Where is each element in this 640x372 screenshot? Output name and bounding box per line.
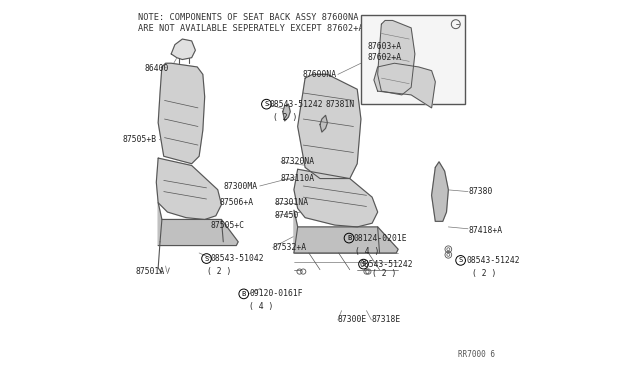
Polygon shape (158, 63, 205, 164)
Text: 87418+A: 87418+A (468, 226, 502, 235)
Text: S: S (458, 257, 463, 263)
Text: 08543-51242: 08543-51242 (467, 256, 520, 265)
Polygon shape (158, 203, 238, 246)
Text: NOTE: COMPONENTS OF SEAT BACK ASSY 87600NA: NOTE: COMPONENTS OF SEAT BACK ASSY 87600… (138, 13, 358, 22)
Polygon shape (431, 162, 449, 221)
Text: RR7000 6: RR7000 6 (458, 350, 495, 359)
Text: 87505+B: 87505+B (123, 135, 157, 144)
Text: 87318E: 87318E (371, 315, 401, 324)
Text: ( 2 ): ( 2 ) (472, 269, 496, 278)
Text: B: B (242, 291, 246, 297)
Text: ( 4 ): ( 4 ) (250, 302, 274, 311)
Text: 86400: 86400 (145, 64, 170, 73)
Text: 08543-51242: 08543-51242 (360, 260, 413, 269)
Text: 87603+A: 87603+A (367, 42, 402, 51)
Text: 09120-0161F: 09120-0161F (250, 289, 303, 298)
Polygon shape (294, 210, 398, 253)
Text: 87380: 87380 (468, 187, 492, 196)
Text: 87505+C: 87505+C (211, 221, 244, 230)
Polygon shape (298, 74, 361, 179)
Text: 08543-51242: 08543-51242 (270, 100, 323, 109)
Text: S: S (362, 261, 365, 267)
Polygon shape (378, 20, 415, 95)
Polygon shape (320, 115, 328, 132)
Polygon shape (294, 169, 378, 227)
Text: S: S (204, 256, 209, 262)
Text: ( 2 ): ( 2 ) (207, 267, 231, 276)
Text: S: S (264, 101, 269, 107)
Text: 87506+A: 87506+A (220, 198, 253, 207)
Polygon shape (172, 39, 195, 60)
Text: 87600NA: 87600NA (303, 70, 337, 79)
Text: ( 2 ): ( 2 ) (372, 269, 396, 278)
Text: 87300E: 87300E (338, 315, 367, 324)
Polygon shape (374, 63, 435, 108)
Text: 87320NA: 87320NA (281, 157, 315, 166)
Text: 87301NA: 87301NA (275, 198, 308, 207)
Polygon shape (283, 104, 291, 121)
Text: 87450: 87450 (275, 211, 299, 220)
Text: 87381N: 87381N (326, 100, 355, 109)
Text: 87300MA: 87300MA (223, 182, 257, 190)
Text: 87532+A: 87532+A (273, 243, 307, 252)
Text: ARE NOT AVAILABLE SEPERATELY EXCEPT 87602+A & 87603+A: ARE NOT AVAILABLE SEPERATELY EXCEPT 8760… (138, 24, 416, 33)
Text: 873110A: 873110A (281, 174, 315, 183)
Text: ( 4 ): ( 4 ) (355, 247, 380, 256)
Text: 08543-51042: 08543-51042 (211, 254, 264, 263)
Text: 87501A: 87501A (135, 267, 164, 276)
Bar (361, 15, 465, 104)
Text: 87602+A: 87602+A (367, 53, 402, 62)
Text: ( 2 ): ( 2 ) (273, 113, 297, 122)
Text: 08124-0201E: 08124-0201E (353, 234, 407, 243)
Text: B: B (347, 235, 351, 241)
Polygon shape (156, 158, 221, 219)
